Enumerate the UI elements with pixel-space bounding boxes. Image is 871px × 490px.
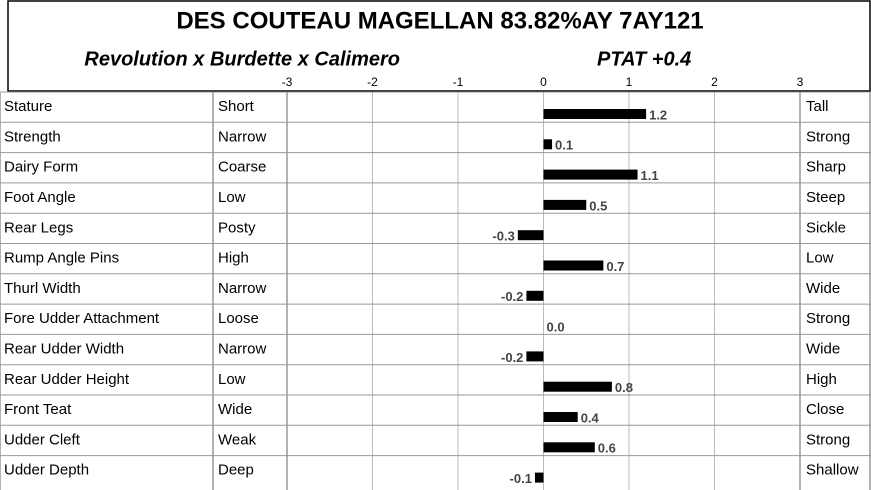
- trait-label: Udder Depth: [4, 462, 89, 479]
- value-label: 0.8: [615, 380, 633, 395]
- high-label: Shallow: [806, 462, 859, 479]
- low-label: Short: [218, 98, 255, 115]
- x-tick-label: 3: [797, 75, 804, 89]
- low-label: Narrow: [218, 280, 267, 297]
- low-label: Posty: [218, 219, 256, 236]
- trait-label: Rear Udder Width: [4, 341, 124, 358]
- trait-label: Dairy Form: [4, 159, 78, 176]
- high-label: Close: [806, 401, 844, 418]
- bar: [543, 260, 604, 271]
- high-label: Wide: [806, 341, 840, 358]
- value-label: -0.1: [510, 471, 532, 486]
- x-tick-label: 1: [626, 75, 633, 89]
- trait-label: Fore Udder Attachment: [4, 310, 160, 327]
- value-label: -0.2: [501, 289, 523, 304]
- trait-label: Rump Angle Pins: [4, 250, 119, 267]
- value-label: 0.4: [581, 410, 600, 425]
- low-label: Low: [218, 371, 246, 388]
- low-label: Loose: [218, 310, 259, 327]
- low-label: Wide: [218, 401, 252, 418]
- value-label: 0.7: [606, 259, 624, 274]
- trait-label: Stature: [4, 98, 52, 115]
- value-label: 0.0: [547, 320, 565, 335]
- value-label: 1.2: [649, 107, 667, 122]
- header-frame: [7, 0, 871, 92]
- trait-label: Strength: [4, 128, 61, 145]
- high-label: Strong: [806, 128, 850, 145]
- value-label: -0.3: [492, 229, 514, 244]
- ptat: PTAT +0.4: [597, 48, 691, 70]
- high-label: Low: [806, 250, 834, 267]
- bar: [526, 290, 544, 301]
- bar: [543, 381, 612, 392]
- value-label: 0.6: [598, 441, 616, 456]
- bar: [543, 442, 595, 453]
- value-label: -0.2: [501, 350, 523, 365]
- x-tick-label: 0: [540, 75, 547, 89]
- trait-label: Foot Angle: [4, 189, 76, 206]
- value-label: 1.1: [641, 168, 659, 183]
- value-label: 0.5: [589, 198, 607, 213]
- value-label: 0.1: [555, 138, 573, 153]
- chart-title: DES COUTEAU MAGELLAN 83.82%AY 7AY121: [176, 7, 703, 34]
- bar: [543, 199, 587, 210]
- bar: [534, 472, 544, 483]
- high-label: Wide: [806, 280, 840, 297]
- low-label: Coarse: [218, 159, 266, 176]
- trait-label: Udder Cleft: [4, 431, 81, 448]
- bar: [526, 351, 544, 362]
- trait-label: Front Teat: [4, 401, 72, 418]
- low-label: Narrow: [218, 128, 267, 145]
- x-tick-label: -1: [453, 75, 464, 89]
- chart-subtitle: Revolution x Burdette x Calimero: [84, 48, 400, 70]
- trait-label: Thurl Width: [4, 280, 81, 297]
- trait-label: Rear Legs: [4, 219, 73, 236]
- high-label: Strong: [806, 431, 850, 448]
- high-label: Tall: [806, 98, 829, 115]
- bar: [543, 139, 553, 150]
- low-label: Low: [218, 189, 246, 206]
- high-label: Strong: [806, 310, 850, 327]
- bar: [543, 109, 647, 119]
- high-label: Sharp: [806, 159, 846, 176]
- x-tick-label: -2: [367, 75, 378, 89]
- low-label: Deep: [218, 462, 254, 479]
- low-label: High: [218, 250, 249, 267]
- high-label: High: [806, 371, 837, 388]
- bar: [517, 230, 544, 241]
- trait-label: Rear Udder Height: [4, 371, 130, 388]
- high-label: Sickle: [806, 219, 846, 236]
- x-tick-label: 2: [711, 75, 718, 89]
- low-label: Weak: [218, 431, 257, 448]
- low-label: Narrow: [218, 341, 267, 358]
- high-label: Steep: [806, 189, 845, 206]
- bar: [543, 169, 638, 180]
- bar: [543, 412, 578, 422]
- x-tick-label: -3: [282, 75, 293, 89]
